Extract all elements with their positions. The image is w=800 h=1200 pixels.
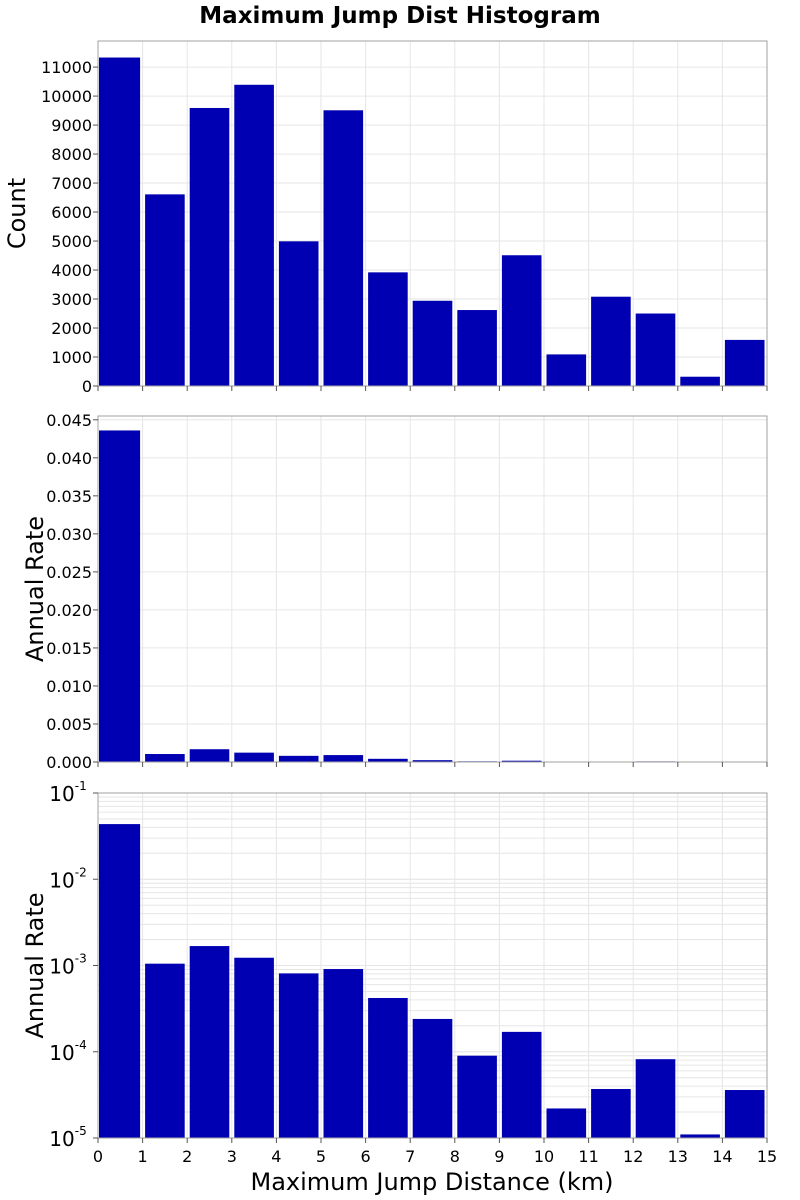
y-tick-label: 11000 (41, 58, 92, 77)
histogram-bar (724, 1090, 765, 1138)
histogram-bar (546, 1108, 587, 1138)
y-tick-label: 0 (82, 377, 92, 396)
histogram-bar (368, 758, 408, 762)
x-tick-label: 1 (138, 1147, 148, 1166)
x-tick-label: 2 (182, 1147, 192, 1166)
x-tick-label: 0 (93, 1147, 103, 1166)
histogram-bar (145, 194, 185, 386)
y-tick-label: 5000 (51, 232, 92, 251)
y-tick-label: 0.005 (46, 715, 92, 734)
histogram-bar (278, 241, 319, 386)
y-tick-label: 4000 (51, 261, 92, 280)
histogram-bar (234, 957, 274, 1138)
x-tick-label: 6 (361, 1147, 371, 1166)
histogram-bar (368, 272, 408, 386)
y-tick-label: 0.000 (46, 753, 92, 772)
x-tick-label: 14 (712, 1147, 732, 1166)
histogram-bar (99, 57, 141, 387)
x-tick-label: 8 (450, 1147, 460, 1166)
histogram-bar (546, 354, 587, 386)
plot-frame (97, 415, 768, 763)
x-tick-label: 11 (578, 1147, 598, 1166)
x-tick-label: 10 (534, 1147, 554, 1166)
x-tick-label: 3 (227, 1147, 237, 1166)
y-tick-label: 0.035 (46, 487, 92, 506)
histogram-bar (680, 376, 720, 386)
histogram-bar (680, 1134, 720, 1138)
histogram-bar (234, 84, 274, 386)
y-axis-title: Annual Rate (21, 516, 49, 662)
x-tick-label: 7 (405, 1147, 415, 1166)
y-tick-label: 0.020 (46, 601, 92, 620)
histogram-bar (145, 754, 185, 762)
histogram-bar (501, 1031, 542, 1138)
y-axis-title: Count (3, 178, 31, 249)
y-tick-label: 10-4 (49, 1038, 86, 1065)
y-tick-label: 10-3 (49, 952, 86, 979)
histogram-bar (501, 760, 542, 762)
histogram-bar (635, 1059, 676, 1138)
y-axis-title: Annual Rate (21, 892, 49, 1038)
histogram-bar (189, 749, 230, 762)
x-tick-label: 9 (494, 1147, 504, 1166)
y-tick-label: 10000 (41, 87, 92, 106)
histogram-bar (278, 973, 319, 1138)
histogram-bar (591, 1088, 631, 1138)
chart-panel-3: 10-510-410-310-210-10 1 2 3 4 5 6 7 8 9 10 11 12 13 14… (21, 779, 777, 1166)
histogram-bar (635, 313, 676, 386)
histogram-bar (368, 997, 408, 1138)
histogram-bar (234, 752, 274, 762)
histogram-bar (99, 824, 141, 1138)
histogram-bar (323, 110, 364, 386)
histogram-bar (457, 1055, 497, 1138)
y-tick-label: 0.040 (46, 449, 92, 468)
histogram-bar (412, 300, 453, 386)
chart-panel-2: 0.000 0.005 0.010 0.015 0.020 0.025 0.030 0.035… (21, 411, 768, 772)
histogram-bar (457, 310, 497, 386)
y-tick-label: 8000 (51, 145, 92, 164)
y-tick-label: 7000 (51, 174, 92, 193)
y-tick-label: 0.010 (46, 677, 92, 696)
y-tick-label: 10-5 (49, 1124, 86, 1151)
x-axis-title: Maximum Jump Distance (km) (251, 1168, 614, 1196)
y-tick-label: 3000 (51, 290, 92, 309)
x-tick-label: 4 (271, 1147, 281, 1166)
y-tick-label: 0.030 (46, 525, 92, 544)
y-tick-label: 0.045 (46, 411, 92, 430)
histogram-bar (145, 963, 185, 1138)
y-tick-label: 10-2 (49, 865, 86, 892)
chart-panels: 0100020003000400050006000700080009000100… (3, 40, 777, 1166)
y-tick-label: 1000 (51, 348, 92, 367)
histogram-bar (724, 339, 765, 386)
histogram-bar (189, 946, 230, 1138)
histogram-bar (501, 255, 542, 386)
y-tick-label: 2000 (51, 319, 92, 338)
histogram-bar (278, 755, 319, 762)
histogram-bar (412, 760, 453, 762)
histogram-bar (189, 107, 230, 387)
chart-title: Maximum Jump Dist Histogram (199, 3, 600, 29)
x-tick-label: 5 (316, 1147, 326, 1166)
histogram-bar (99, 430, 141, 762)
histogram-bar (323, 755, 364, 762)
histogram-bar (323, 969, 364, 1138)
y-tick-label: 0.015 (46, 639, 92, 658)
histogram-bar (412, 1018, 453, 1138)
histogram-bar (591, 296, 631, 386)
x-tick-label: 13 (668, 1147, 688, 1166)
y-tick-label: 0.025 (46, 563, 92, 582)
y-tick-label: 9000 (51, 116, 92, 135)
x-tick-label: 12 (623, 1147, 643, 1166)
x-tick-label: 15 (757, 1147, 777, 1166)
y-tick-label: 6000 (51, 203, 92, 222)
chart-panel-1: 0 1000 2000 3000 4000 5000 6000 7000 8000 9000 100… (3, 40, 768, 396)
plot-frame (97, 40, 768, 387)
y-tick-label: 10-1 (49, 779, 86, 806)
